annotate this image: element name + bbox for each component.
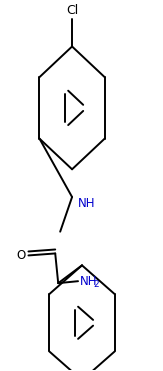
Text: 2: 2 [93,280,98,289]
Text: NH: NH [78,197,96,210]
Text: Cl: Cl [66,4,78,17]
Text: O: O [16,249,25,262]
Text: NH: NH [80,275,97,288]
